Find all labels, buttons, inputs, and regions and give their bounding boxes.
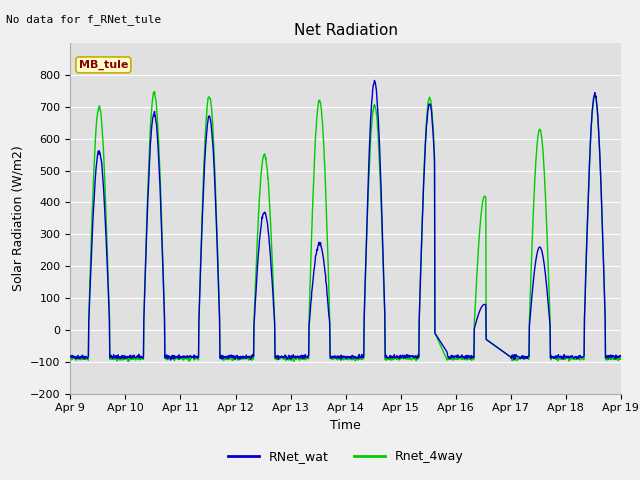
Y-axis label: Solar Radiation (W/m2): Solar Radiation (W/m2) <box>12 145 24 291</box>
Legend: RNet_wat, Rnet_4way: RNet_wat, Rnet_4way <box>223 445 468 468</box>
Title: Net Radiation: Net Radiation <box>294 23 397 38</box>
Text: No data for f_RNet_tule: No data for f_RNet_tule <box>6 14 162 25</box>
Text: MB_tule: MB_tule <box>79 60 128 70</box>
X-axis label: Time: Time <box>330 419 361 432</box>
